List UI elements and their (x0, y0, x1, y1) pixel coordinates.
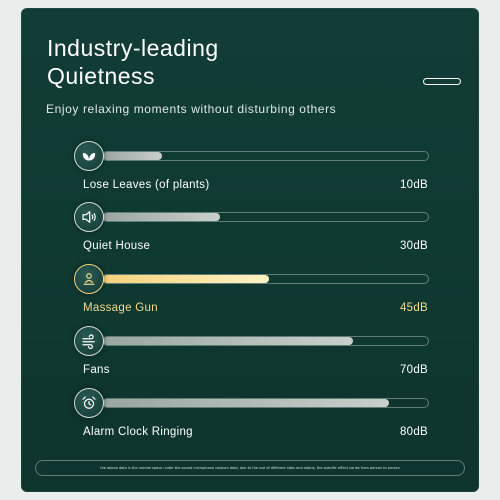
quietness-panel: Industry-leading Quietness Enjoy relaxin… (21, 8, 479, 492)
noise-level-track (102, 398, 429, 408)
noise-value: 70dB (399, 364, 428, 376)
noise-row-fans: Fans 70dB (74, 326, 429, 386)
noise-value: 30dB (399, 240, 428, 252)
alarm-clock-icon (74, 388, 104, 418)
noise-level-fill (103, 275, 269, 283)
wind-icon (74, 326, 104, 356)
noise-label: Alarm Clock Ringing (83, 426, 193, 438)
title-line-1: Industry-leading (47, 35, 219, 61)
noise-level-track (102, 274, 429, 284)
noise-row-alarm-clock: Alarm Clock Ringing 80dB (74, 388, 429, 448)
noise-level-fill (103, 337, 354, 345)
noise-label: Quiet House (83, 240, 151, 252)
noise-row-leaves: Lose Leaves (of plants) 10dB (74, 141, 429, 201)
leaves-icon (74, 141, 104, 171)
noise-level-track (102, 212, 429, 222)
noise-level-fill (103, 152, 162, 160)
decorative-pill (423, 78, 461, 85)
noise-label: Massage Gun (83, 302, 158, 314)
noise-value: 10dB (399, 179, 428, 191)
noise-level-fill (103, 399, 389, 407)
noise-value: 80dB (399, 426, 428, 438)
noise-label: Fans (83, 364, 110, 376)
subtitle: Enjoy relaxing moments without disturbin… (46, 102, 337, 116)
footnote: the above data is the normal space under… (35, 460, 465, 476)
noise-level-track (102, 336, 429, 346)
noise-row-quiet-house: Quiet House 30dB (74, 202, 429, 262)
noise-row-massage-gun: Massage Gun 45dB (74, 264, 429, 324)
noise-level-fill (103, 213, 220, 221)
speaker-icon (74, 202, 104, 232)
noise-label: Lose Leaves (of plants) (83, 179, 210, 191)
page-title: Industry-leading Quietness (47, 34, 219, 90)
person-icon (74, 264, 104, 294)
noise-level-track (102, 151, 429, 161)
noise-value: 45dB (399, 302, 428, 314)
title-line-2: Quietness (47, 63, 156, 89)
